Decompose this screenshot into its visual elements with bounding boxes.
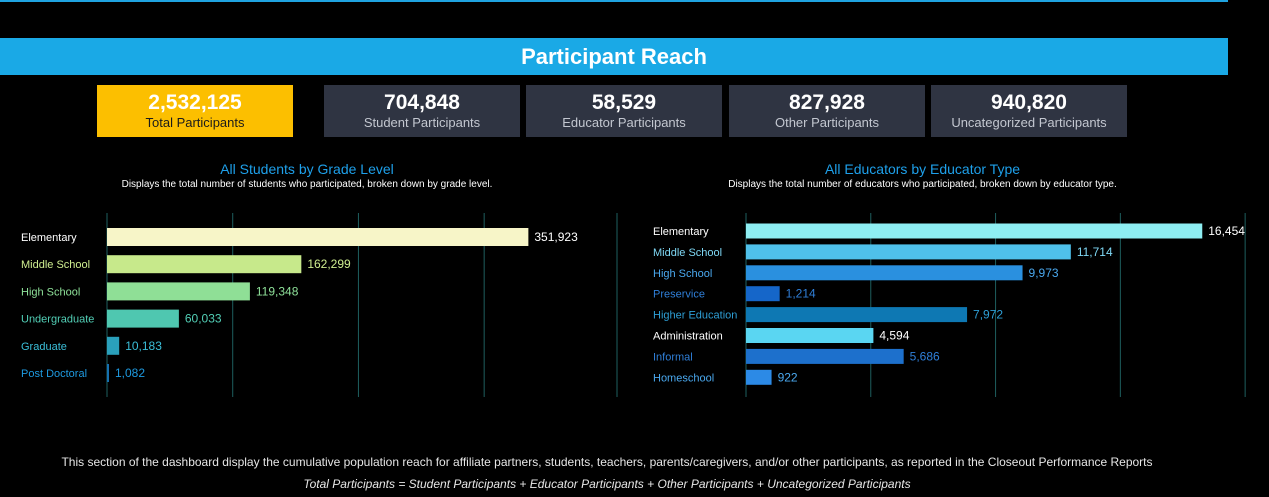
- top-rule: [0, 0, 1228, 2]
- footer-description: This section of the dashboard display th…: [61, 455, 1153, 469]
- educators-value-label: 7,972: [973, 308, 1003, 322]
- educators-chart-title: All Educators by Educator Type: [824, 161, 1021, 177]
- kpi-uncategorized-participants: 940,820 Uncategorized Participants: [931, 85, 1127, 137]
- kpi-label: Uncategorized Participants: [951, 115, 1107, 130]
- students-value-label: 351,923: [534, 230, 578, 244]
- students-category-label: Elementary: [21, 232, 77, 244]
- kpi-student-participants: 704,848 Student Participants: [324, 85, 520, 137]
- students-value-label: 60,033: [185, 312, 222, 326]
- section-banner: Participant Reach: [0, 38, 1228, 75]
- kpi-label: Student Participants: [363, 115, 481, 130]
- educators-bar: [746, 348, 904, 364]
- educators-bar: [746, 265, 1023, 281]
- students-category-label: Graduate: [21, 341, 67, 353]
- kpi-value: 58,529: [591, 91, 657, 114]
- educators-bar: [746, 369, 772, 385]
- students-bar: [107, 336, 120, 355]
- students-value-label: 10,183: [125, 339, 162, 353]
- students-category-label: Post Doctoral: [21, 368, 87, 380]
- educators-bar: [746, 244, 1071, 260]
- footer-formula: Total Participants = Student Participant…: [303, 477, 911, 491]
- students-category-label: Middle School: [21, 259, 90, 271]
- educators-bar: [746, 328, 874, 343]
- kpi-total-participants: 2,532,125 Total Participants: [97, 85, 293, 137]
- students-bar: [107, 309, 179, 328]
- educators-bar: [746, 286, 780, 302]
- kpi-educator-participants: 58,529 Educator Participants: [526, 85, 722, 137]
- page-title: Participant Reach: [521, 43, 707, 69]
- students-chart-subtitle: Displays the total number of students wh…: [121, 179, 493, 190]
- students-chart-title: All Students by Grade Level: [220, 161, 394, 177]
- educators-category-label: Informal: [653, 351, 693, 363]
- students-bar: [107, 364, 109, 382]
- educators-category-label: Preservice: [653, 289, 705, 301]
- educators-category-label: Elementary: [653, 226, 709, 238]
- students-value-label: 162,299: [307, 257, 351, 271]
- educators-value-label: 9,973: [1029, 266, 1059, 280]
- educators-category-label: Middle School: [653, 247, 722, 259]
- kpi-other-participants: 827,928 Other Participants: [729, 85, 925, 137]
- students-category-label: High School: [21, 286, 80, 298]
- kpi-value: 704,848: [384, 91, 460, 114]
- kpi-value: 940,820: [991, 91, 1067, 114]
- kpi-value: 2,532,125: [148, 91, 242, 114]
- educators-value-label: 922: [778, 370, 798, 384]
- students-value-label: 119,348: [256, 284, 299, 298]
- kpi-value: 827,928: [789, 91, 865, 114]
- educators-value-label: 4,594: [879, 329, 909, 343]
- educators-value-label: 1,214: [786, 287, 816, 301]
- students-value-label: 1,082: [115, 366, 145, 380]
- educators-category-label: Homeschool: [653, 372, 714, 384]
- educators-bar: [746, 223, 1203, 239]
- kpi-label: Total Participants: [145, 115, 245, 130]
- educators-value-label: 16,454: [1208, 224, 1245, 238]
- educators-chart-subtitle: Displays the total number of educators w…: [728, 179, 1117, 190]
- educators-bar: [746, 307, 968, 323]
- kpi-label: Other Participants: [774, 115, 880, 130]
- educators-value-label: 5,686: [910, 349, 940, 363]
- educators-category-label: High School: [653, 268, 712, 280]
- students-bar: [107, 228, 529, 246]
- educators-category-label: Administration: [653, 331, 723, 343]
- kpi-label: Educator Participants: [562, 115, 686, 130]
- educators-value-label: 11,714: [1077, 245, 1113, 259]
- students-category-label: Undergraduate: [21, 314, 94, 326]
- students-bar: [107, 255, 302, 274]
- students-bar: [107, 282, 250, 301]
- educators-category-label: Higher Education: [653, 310, 737, 322]
